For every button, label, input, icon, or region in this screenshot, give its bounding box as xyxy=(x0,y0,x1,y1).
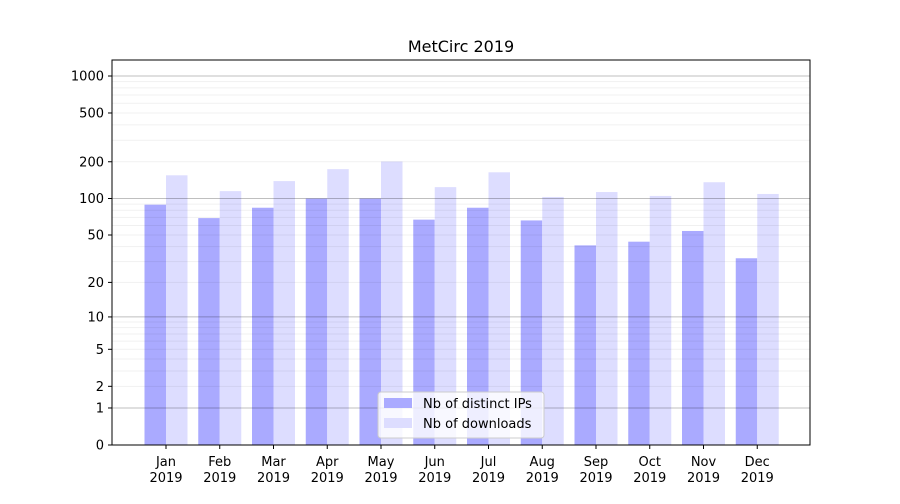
bar-downloads xyxy=(327,169,349,445)
bar-distinct-ips xyxy=(682,230,704,445)
bar-downloads xyxy=(757,193,779,445)
y-tick-label: 50 xyxy=(87,229,104,244)
bar-downloads xyxy=(434,187,457,445)
bar-distinct-ips xyxy=(574,245,596,445)
bar-distinct-ips xyxy=(198,218,220,445)
y-tick-label: 500 xyxy=(79,106,104,121)
bar-distinct-ips xyxy=(467,207,489,445)
bar-distinct-ips xyxy=(628,241,650,445)
x-tick-label: Apr 2019 xyxy=(311,455,344,486)
y-tick-label: 2 xyxy=(96,380,104,395)
legend-label: Nb of downloads xyxy=(423,417,532,432)
y-tick-label: 10 xyxy=(87,310,104,325)
bar-downloads xyxy=(596,192,618,445)
x-tick-label: May 2019 xyxy=(364,455,397,486)
bar-downloads xyxy=(488,172,510,445)
bar-distinct-ips xyxy=(359,198,381,445)
y-tick-label: 1000 xyxy=(71,70,104,85)
x-tick-label: Aug 2019 xyxy=(526,455,559,486)
x-tick-label: Oct 2019 xyxy=(633,455,666,486)
x-tick-label: Mar 2019 xyxy=(257,455,290,486)
bar-downloads xyxy=(166,175,188,445)
y-tick-label: 200 xyxy=(79,155,104,170)
bar-downloads xyxy=(703,182,725,445)
legend-box xyxy=(377,391,545,439)
bar-downloads xyxy=(381,161,403,445)
bar-distinct-ips xyxy=(144,204,166,445)
y-tick-label: 0 xyxy=(96,439,104,454)
bar-distinct-ips xyxy=(735,258,758,445)
bar-downloads xyxy=(273,181,295,446)
x-tick-label: Jun 2019 xyxy=(418,455,451,486)
legend-label: Nb of distinct IPs xyxy=(423,397,532,412)
bar-distinct-ips xyxy=(520,220,543,445)
x-tick-label: Feb 2019 xyxy=(203,455,236,486)
x-tick-label: Sep 2019 xyxy=(579,455,612,486)
legend-swatch xyxy=(384,398,412,408)
x-tick-label: Jul 2019 xyxy=(472,455,505,486)
y-tick-label: 1 xyxy=(96,401,104,416)
x-tick-label: Jan 2019 xyxy=(149,455,182,486)
bar-downloads xyxy=(219,191,242,445)
chart-title: MetCirc 2019 xyxy=(408,37,514,56)
y-tick-label: 20 xyxy=(87,276,104,291)
legend: Nb of distinct IPs Nb of downloads xyxy=(377,391,545,439)
x-tick-label: Dec 2019 xyxy=(741,455,774,486)
bar-distinct-ips xyxy=(305,198,328,445)
bar-distinct-ips xyxy=(413,219,435,445)
axes-frame xyxy=(111,59,811,446)
bar-downloads xyxy=(542,196,564,445)
y-tick-label: 5 xyxy=(96,343,104,358)
y-tick-label: 100 xyxy=(79,192,104,207)
x-tick-label: Nov 2019 xyxy=(687,455,720,486)
bar-distinct-ips xyxy=(252,207,274,445)
legend-swatch xyxy=(384,418,412,428)
bar-downloads xyxy=(649,195,672,445)
